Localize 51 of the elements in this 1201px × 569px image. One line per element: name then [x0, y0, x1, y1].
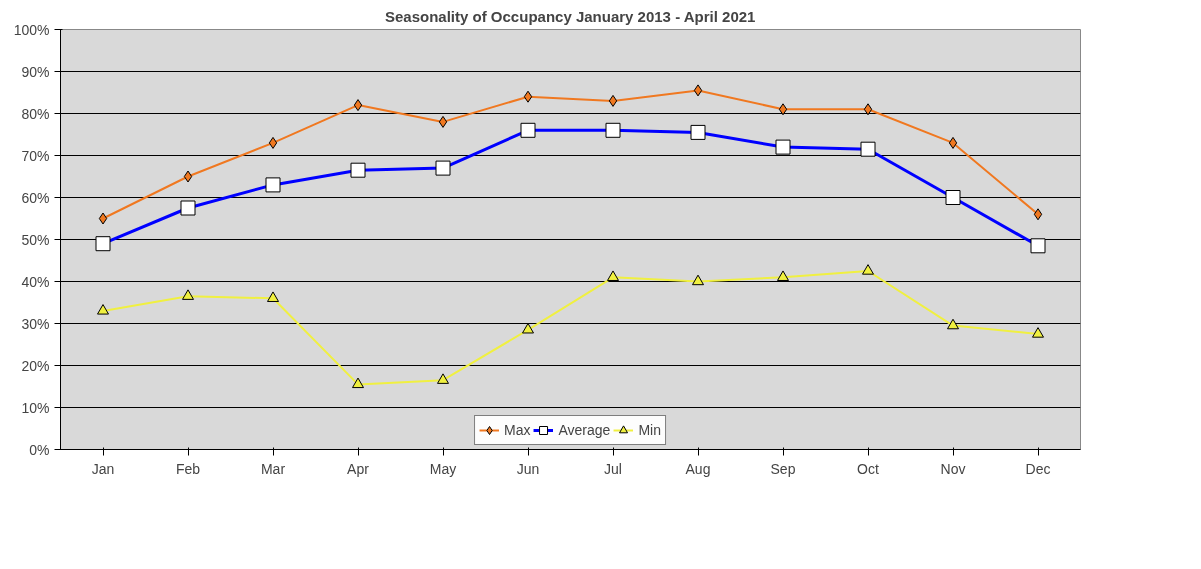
legend-label: Max — [504, 422, 531, 438]
x-tick-label: May — [429, 460, 457, 477]
point — [522, 322, 534, 334]
x-tick-label: Jun — [516, 460, 540, 477]
point — [693, 84, 703, 97]
point — [947, 318, 959, 330]
y-tick-label: 50% — [21, 231, 50, 248]
point — [97, 304, 109, 315]
legend-label: Average — [558, 422, 611, 438]
x-tick-label: Mar — [260, 460, 286, 477]
point — [437, 373, 449, 384]
x-tick-label: Feb — [175, 460, 201, 477]
x-tick-label: Jul — [604, 460, 622, 477]
point — [1033, 208, 1043, 221]
point — [523, 90, 533, 103]
x-tick-label: Oct — [857, 460, 879, 477]
y-tick-label: 80% — [21, 105, 50, 122]
point — [863, 103, 873, 116]
point — [268, 136, 278, 149]
y-tick-label: 90% — [21, 63, 50, 80]
y-tick-label: 10% — [21, 399, 50, 416]
point — [98, 212, 108, 225]
point — [182, 289, 194, 300]
y-tick-label: 30% — [21, 315, 50, 332]
point — [353, 99, 363, 112]
chart-title: Seasonality of Occupancy January 2013 - April 2021 — [385, 7, 756, 25]
y-tick-label: 100% — [13, 21, 50, 38]
point — [862, 264, 874, 275]
point — [948, 136, 958, 149]
point — [608, 94, 618, 107]
y-tick-label: 70% — [21, 147, 50, 164]
point — [438, 115, 448, 128]
point — [1032, 327, 1044, 338]
y-tick-label: 40% — [21, 273, 50, 290]
point — [352, 377, 364, 389]
point — [692, 274, 704, 286]
x-tick-label: Aug — [685, 460, 711, 477]
legend-label: Min — [638, 422, 661, 438]
x-tick-label: Sep — [770, 460, 796, 477]
y-tick-label: 20% — [21, 357, 50, 374]
y-tick-label: 60% — [21, 189, 50, 206]
point — [183, 170, 193, 183]
point — [778, 103, 788, 116]
x-tick-label: Nov — [940, 460, 966, 477]
x-tick-label: Jan — [91, 460, 115, 477]
point — [267, 291, 279, 302]
y-tick-label: 0% — [29, 441, 50, 458]
x-tick-label: Apr — [347, 460, 370, 477]
point — [607, 270, 619, 281]
x-tick-label: Dec — [1025, 460, 1051, 477]
point — [777, 270, 789, 281]
